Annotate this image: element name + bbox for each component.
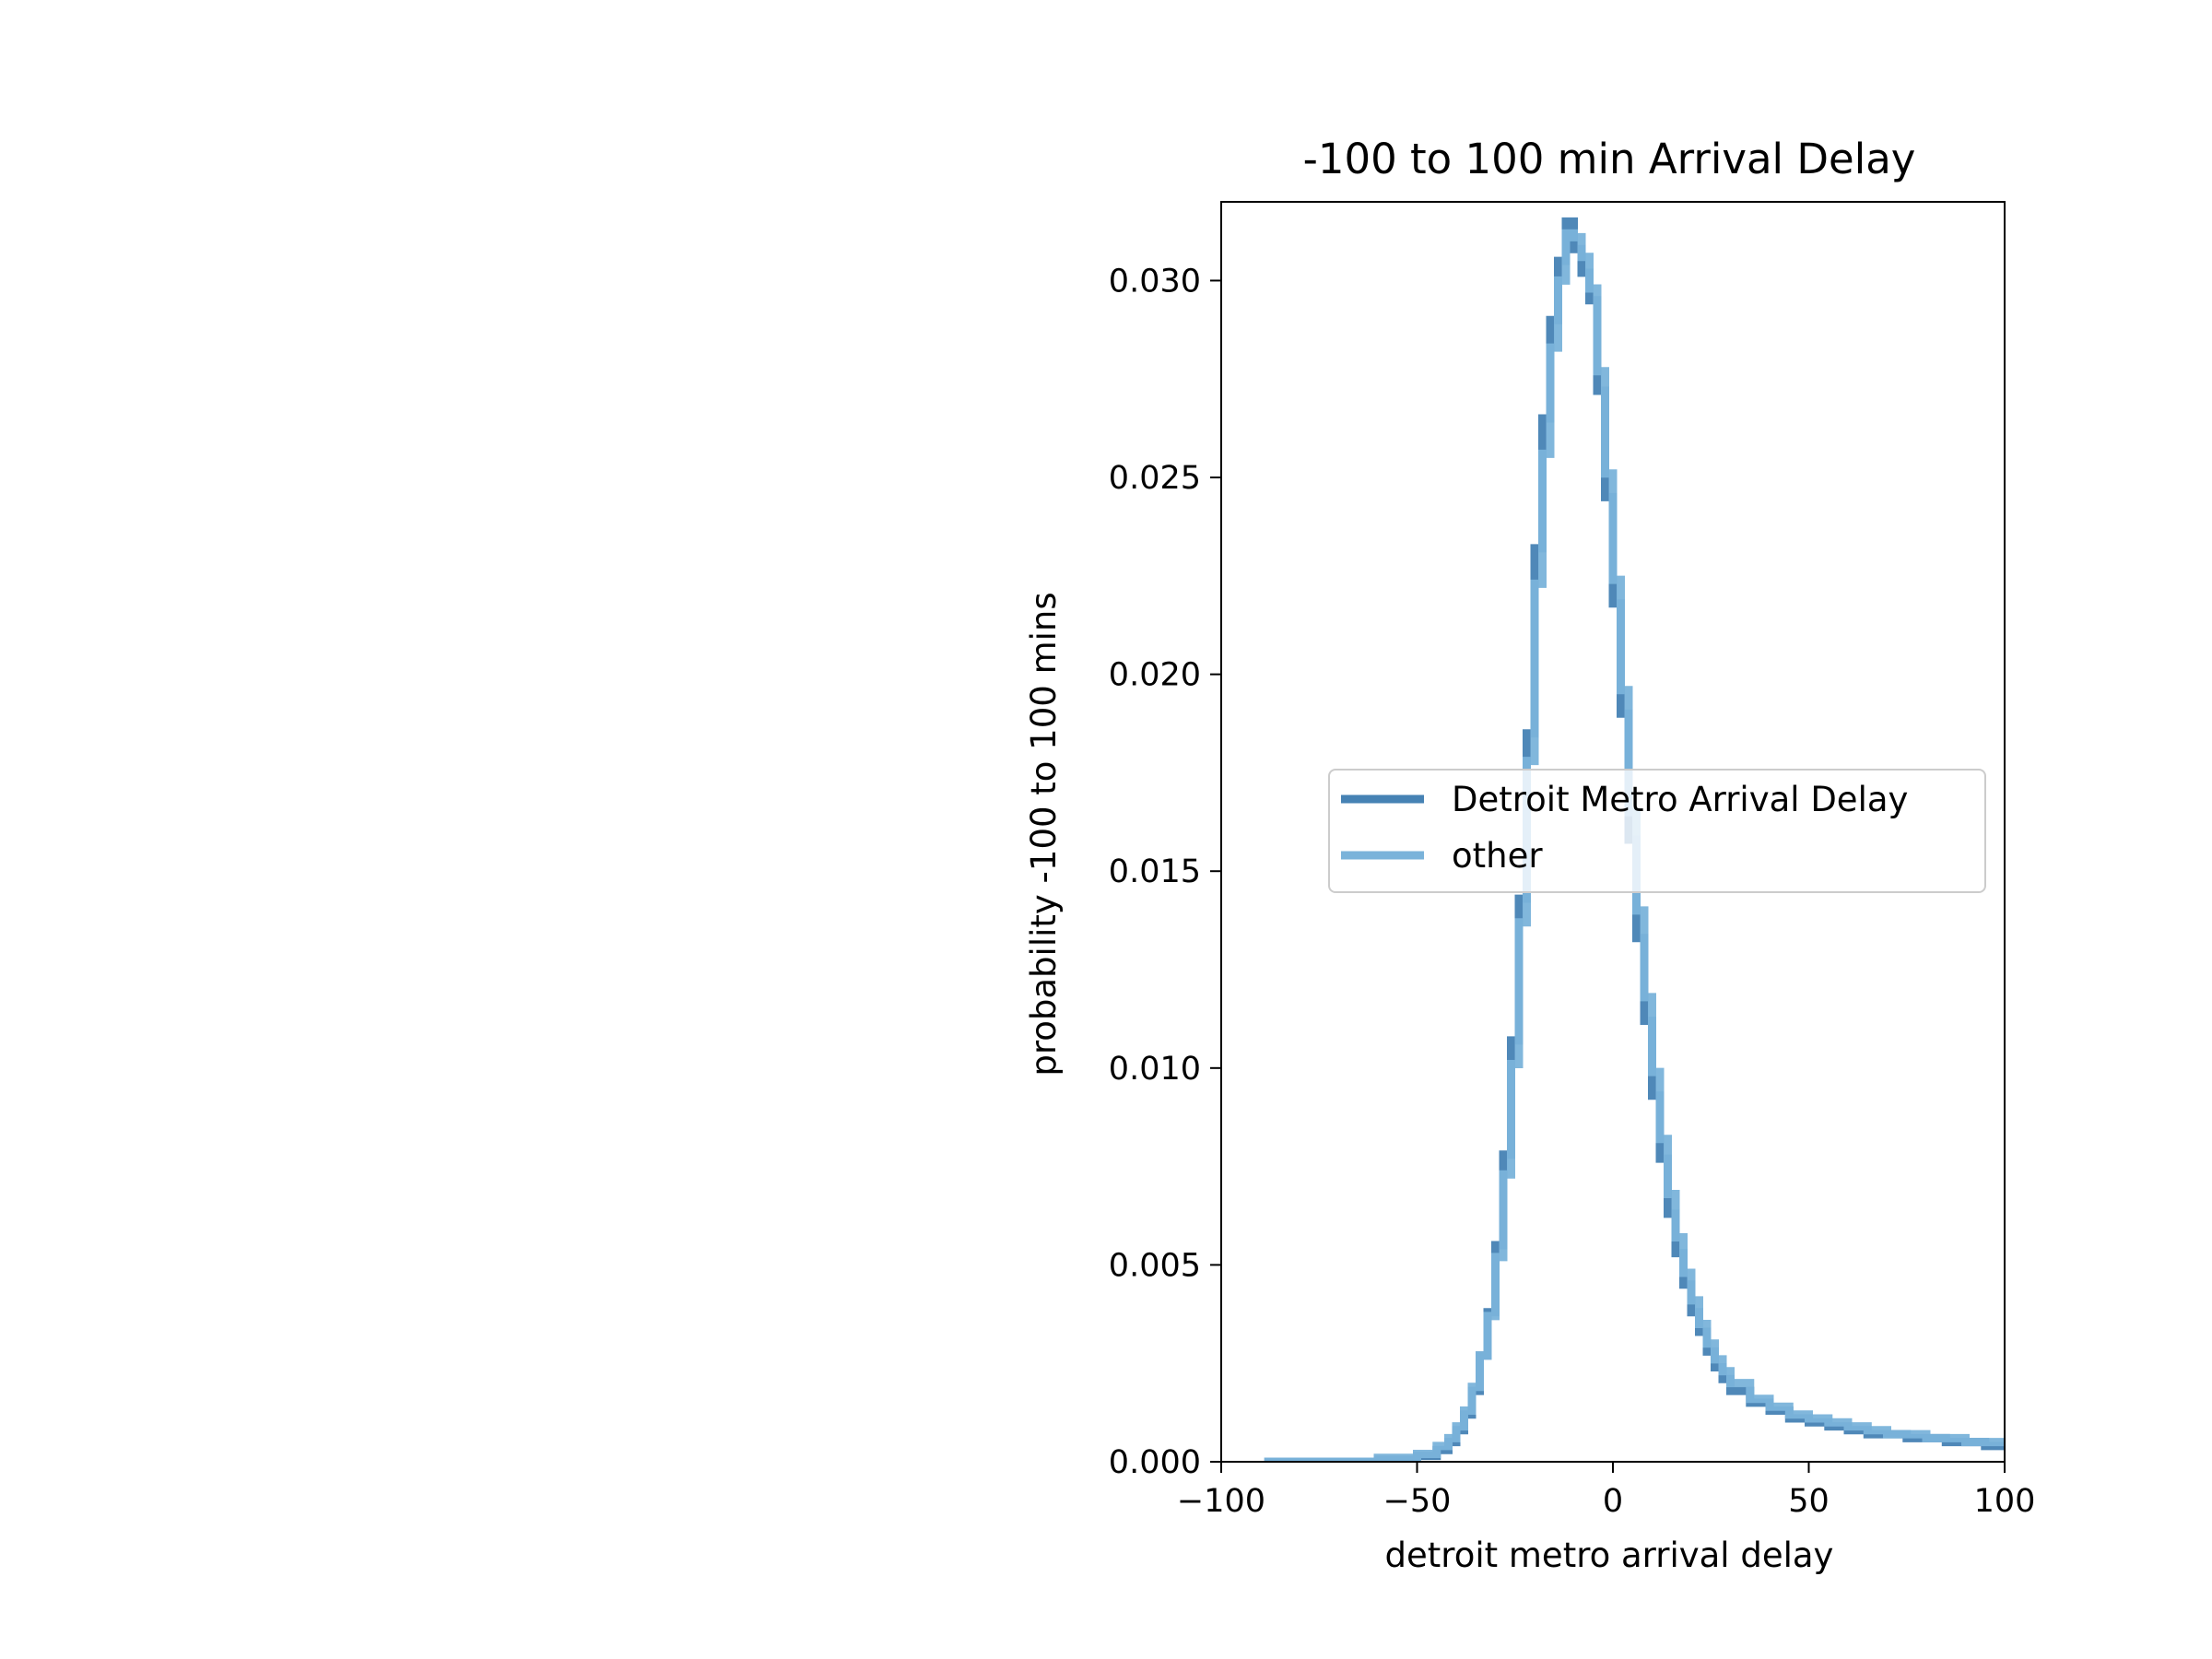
legend-box — [1328, 769, 1986, 893]
plot-area — [1264, 217, 2005, 1462]
legend-label-other: other — [1452, 836, 1543, 876]
x-tick-label: 100 — [1974, 1483, 2036, 1520]
y-axis-label: probability -100 to 100 mins — [1024, 592, 1064, 1076]
series-line-other — [1264, 229, 2005, 1462]
x-tick-label: −50 — [1383, 1483, 1452, 1520]
y-tick-label: 0.000 — [1109, 1444, 1201, 1481]
x-axis: −100 −50 0 50 100 — [1177, 1462, 2035, 1520]
y-tick-label: 0.030 — [1109, 263, 1201, 300]
y-axis: 0.000 0.005 0.010 0.015 0.020 0.025 0.030 — [1109, 263, 1221, 1481]
chart-title: -100 to 100 min Arrival Delay — [1303, 135, 1916, 183]
x-tick-label: 50 — [1788, 1483, 1830, 1520]
y-tick-label: 0.010 — [1109, 1051, 1201, 1088]
y-tick-label: 0.015 — [1109, 853, 1201, 890]
axes-frame — [1220, 201, 2006, 1463]
legend-label-detroit: Detroit Metro Arrival Delay — [1452, 780, 1908, 819]
x-tick-label: −100 — [1177, 1483, 1265, 1520]
x-axis-label: detroit metro arrival delay — [1385, 1535, 1834, 1575]
y-tick-label: 0.005 — [1109, 1247, 1201, 1284]
x-tick-label: 0 — [1603, 1483, 1623, 1520]
y-tick-label: 0.020 — [1109, 657, 1201, 694]
y-tick-label: 0.025 — [1109, 460, 1201, 497]
legend: Detroit Metro Arrival Delay other — [1328, 769, 1986, 893]
